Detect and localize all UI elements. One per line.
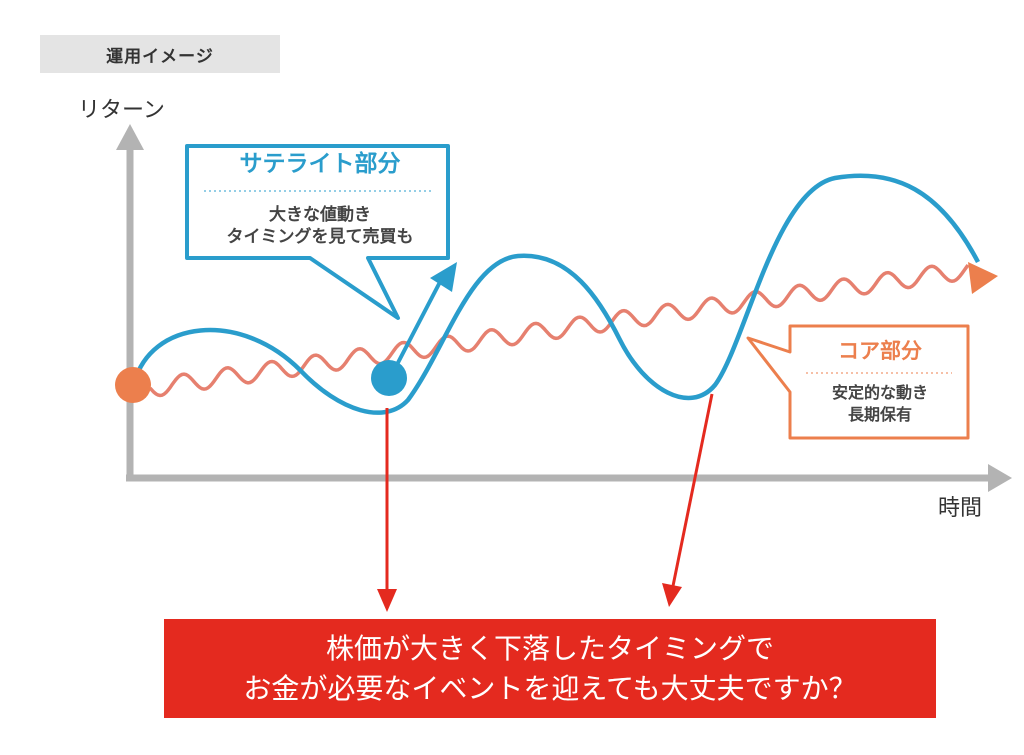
question-banner: 株価が大きく下落したタイミングで お金が必要なイベントを迎えても大丈夫ですか？ <box>164 619 936 718</box>
x-axis-label: 時間 <box>938 496 983 521</box>
start-point-marker <box>115 367 151 403</box>
alert-arrow-left-head <box>377 589 397 612</box>
header-title: 運用イメージ <box>40 35 280 73</box>
y-axis-arrowhead <box>116 124 144 150</box>
core-callout-box <box>746 324 970 440</box>
question-line1: 株価が大きく下落したタイミングで <box>325 631 774 665</box>
satellite-callout-line1: 大きな値動き <box>269 205 371 225</box>
core-callout-line1: 安定的な動き <box>831 383 928 402</box>
core-callout-title: コア部分 <box>838 339 922 363</box>
satellite-callout-line2: タイミングを見て売買も <box>226 227 414 247</box>
satellite-trade-point <box>371 360 407 396</box>
core-line-arrowhead <box>968 262 998 294</box>
satellite-callout-title: サテライト部分 <box>239 151 401 177</box>
alert-arrow-right <box>671 393 714 587</box>
satellite-trade-arrowhead <box>430 262 457 292</box>
satellite-return-line <box>131 173 980 415</box>
question-line2: お金が必要なイベントを迎えても大丈夫ですか？ <box>243 671 857 705</box>
y-axis-label: リターン <box>78 98 165 123</box>
core-return-line <box>148 264 970 398</box>
satellite-trade-arrow <box>388 281 442 379</box>
core-callout-line2: 長期保有 <box>847 405 912 424</box>
satellite-callout-box <box>185 144 450 320</box>
alert-arrow-right-head <box>662 583 682 607</box>
x-axis-arrowhead <box>988 464 1012 492</box>
